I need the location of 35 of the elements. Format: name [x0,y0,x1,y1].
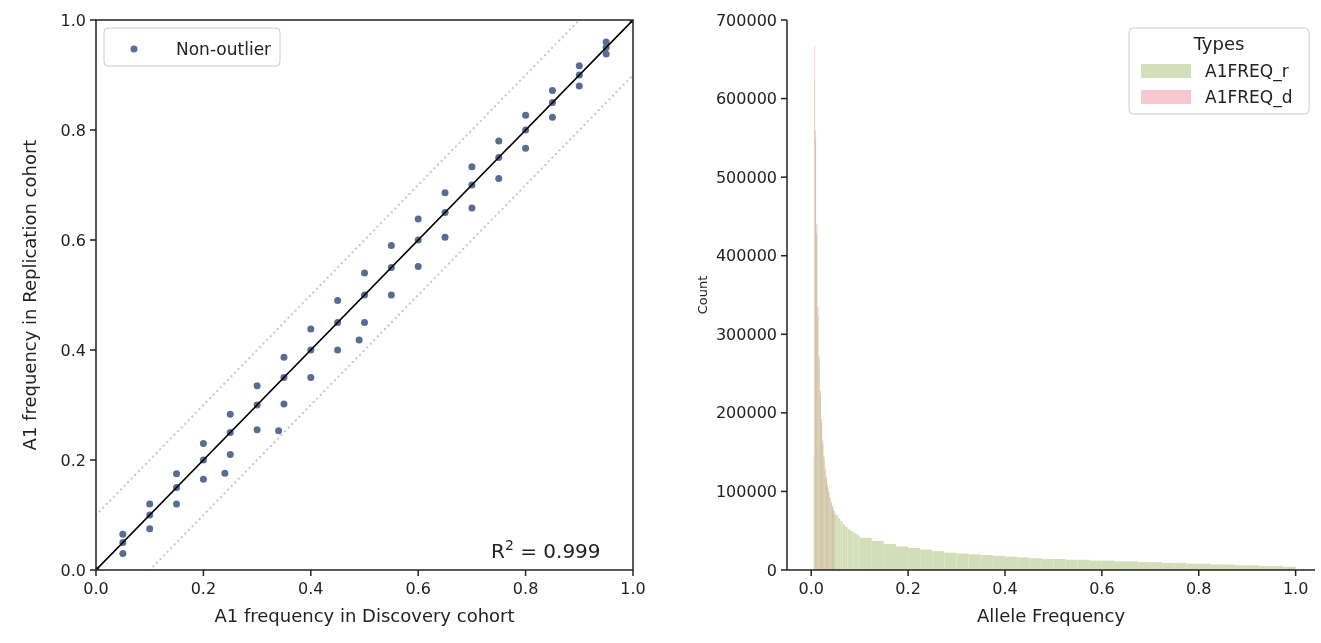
y-tick-label: 600000 [715,89,777,109]
x-tick-label: 0.0 [798,579,824,598]
x-tick-label: 0.4 [992,579,1018,598]
y-tick-label: 0.2 [60,450,86,470]
x-tick-label: 0.6 [1089,579,1115,598]
y-tick-label: 300000 [715,324,777,344]
legend-label: A1FREQ_d [1205,86,1293,108]
y-tick-label: 0 [766,560,777,580]
x-tick-label: 0.0 [83,579,109,598]
y-axis-title: A1 frequency in Replication cohort [19,139,40,451]
y-tick-label: 1.0 [60,10,86,30]
y-tick-label: 100000 [715,482,777,502]
legend-label: A1FREQ_r [1205,60,1289,82]
x-tick-label: 0.4 [298,579,324,598]
x-tick-label: 1.0 [1282,579,1309,598]
y-tick-label: 200000 [715,403,777,423]
x-axis-title: A1 frequency in Discovery cohort [214,605,515,626]
y-tick-label: 0.0 [60,560,86,580]
y-tick-label: 0.4 [60,340,86,360]
y-tick-label: 400000 [715,246,777,266]
x-tick-label: 0.6 [405,579,431,598]
y-tick-label: 700000 [715,10,777,30]
annotation: R$^{2}$ = 0.999 [491,537,601,563]
x-tick-label: 0.2 [895,579,921,598]
y-tick-label: 0.6 [60,230,86,250]
x-tick-label: 0.2 [190,579,217,598]
y-axis-title: Count [695,275,710,315]
y-tick-label: 500000 [715,167,777,187]
legend-label: Non-outlier [176,38,272,59]
legend-title: Types [1192,33,1245,54]
x-tick-label: 0.8 [1186,579,1212,598]
x-tick-label: 1.0 [620,579,646,598]
x-axis-title: Allele Frequency [976,605,1126,626]
y-tick-label: 0.8 [60,120,86,140]
x-tick-label: 0.8 [512,579,539,598]
